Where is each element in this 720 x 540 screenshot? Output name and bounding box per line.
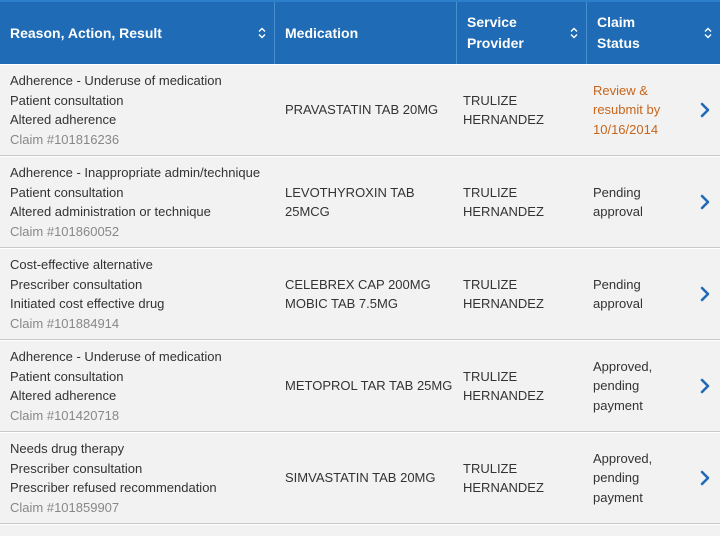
provider-name-line: HERNANDEZ <box>463 388 544 403</box>
provider-cell: TRULIZE HERNANDEZ <box>457 341 587 431</box>
provider-name-line: HERNANDEZ <box>463 204 544 219</box>
provider-name-line: HERNANDEZ <box>463 296 544 311</box>
table-header: Reason, Action, Result Medication Servic… <box>0 0 720 64</box>
action-text: Patient consultation <box>10 184 124 200</box>
table-row[interactable]: Adherence - Underuse of medication Patie… <box>0 340 720 432</box>
medication-name: MOBIC TAB 7.5MG <box>285 296 398 311</box>
table-body: Adherence - Underuse of medication Patie… <box>0 64 720 524</box>
provider-cell: TRULIZE HERNANDEZ <box>457 433 587 523</box>
reason-cell: Adherence - Inappropriate admin/techniqu… <box>0 157 275 247</box>
sort-icon[interactable] <box>570 27 578 39</box>
status-text-line: Approved, <box>593 358 653 374</box>
claim-number: Claim #101816236 <box>10 131 120 147</box>
status-cell: Pending approval <box>587 249 720 339</box>
provider-name-line: TRULIZE <box>463 184 518 200</box>
column-header-label-line: Claim <box>597 14 636 30</box>
reason-text: Adherence - Underuse of medication <box>10 349 222 364</box>
column-header-label: Medication <box>285 24 359 41</box>
status-cell: Pending approval <box>587 157 720 247</box>
provider-cell: TRULIZE HERNANDEZ <box>457 157 587 247</box>
medication-cell: SIMVASTATIN TAB 20MG <box>275 433 457 523</box>
action-text: Prescriber consultation <box>10 460 143 476</box>
action-text: Patient consultation <box>10 368 124 384</box>
sort-icon[interactable] <box>704 27 712 39</box>
medication-cell: CELEBREX CAP 200MG MOBIC TAB 7.5MG <box>275 249 457 339</box>
claim-number: Claim #101860052 <box>10 223 120 239</box>
medication-cell: METOPROL TAR TAB 25MG <box>275 341 457 431</box>
column-header-claim-status[interactable]: Claim Status <box>587 2 720 64</box>
status-text-line: Pending <box>593 276 641 292</box>
chevron-right-icon[interactable] <box>700 470 710 486</box>
medication-name: LEVOTHYROXIN TAB 25MCG <box>285 184 415 220</box>
table-row[interactable]: Adherence - Underuse of medication Patie… <box>0 64 720 156</box>
status-text-line: Review & <box>593 82 648 98</box>
sort-icon[interactable] <box>258 27 266 39</box>
claim-number: Claim #101420718 <box>10 407 120 423</box>
medication-name: PRAVASTATIN TAB 20MG <box>285 102 439 118</box>
claim-number: Claim #101859907 <box>10 499 120 515</box>
provider-name-line: TRULIZE <box>463 460 518 476</box>
provider-name-line: HERNANDEZ <box>463 112 544 127</box>
column-header-label: Service Provider <box>467 12 524 54</box>
column-header-medication[interactable]: Medication <box>275 2 457 64</box>
provider-name-line: HERNANDEZ <box>463 480 544 495</box>
provider-cell: TRULIZE HERNANDEZ <box>457 249 587 339</box>
reason-text: Adherence - Underuse of medication <box>10 73 222 88</box>
column-header-label: Claim Status <box>597 12 640 54</box>
column-header-label-line: Provider <box>467 35 524 51</box>
reason-cell: Adherence - Underuse of medication Patie… <box>0 65 275 155</box>
chevron-right-icon[interactable] <box>700 286 710 302</box>
status-cell: Approved, pending payment <box>587 341 720 431</box>
table-row-partial <box>0 524 720 536</box>
medication-name: METOPROL TAR TAB 25MG <box>285 378 453 394</box>
action-text: Patient consultation <box>10 92 124 108</box>
status-text-line: payment <box>593 489 643 505</box>
provider-name-line: TRULIZE <box>463 276 518 292</box>
reason-text: Adherence - Inappropriate admin/techniqu… <box>10 165 261 180</box>
column-header-label: Reason, Action, Result <box>10 24 162 41</box>
status-text-line: 10/16/2014 <box>593 121 659 137</box>
column-header-reason[interactable]: Reason, Action, Result <box>0 2 275 64</box>
status-text-line: Pending <box>593 184 641 200</box>
medication-name: SIMVASTATIN TAB 20MG <box>285 470 436 486</box>
claim-number: Claim #101884914 <box>10 315 120 331</box>
reason-cell: Cost-effective alternative Prescriber co… <box>0 249 275 339</box>
result-text: Initiated cost effective drug <box>10 296 165 311</box>
result-text: Altered adherence <box>10 112 117 127</box>
reason-cell: Needs drug therapy Prescriber consultati… <box>0 433 275 523</box>
provider-name-line: TRULIZE <box>463 368 518 384</box>
result-text: Altered adherence <box>10 388 117 403</box>
status-text-line: resubmit by <box>593 102 661 118</box>
status-text-line: payment <box>593 397 643 413</box>
medication-name: CELEBREX CAP 200MG <box>285 276 431 292</box>
table-row[interactable]: Needs drug therapy Prescriber consultati… <box>0 432 720 524</box>
status-text-line: approval <box>593 204 643 219</box>
table-row[interactable]: Adherence - Inappropriate admin/techniqu… <box>0 156 720 248</box>
status-text-line: pending <box>593 470 640 486</box>
result-text: Prescriber refused recommendation <box>10 480 217 495</box>
provider-name-line: TRULIZE <box>463 92 518 108</box>
column-header-service-provider[interactable]: Service Provider <box>457 2 587 64</box>
column-header-label-line: Status <box>597 35 640 51</box>
status-text-line: pending <box>593 378 640 394</box>
provider-cell: TRULIZE HERNANDEZ <box>457 65 587 155</box>
status-cell: Review & resubmit by 10/16/2014 <box>587 65 720 155</box>
table-row[interactable]: Cost-effective alternative Prescriber co… <box>0 248 720 340</box>
reason-cell: Adherence - Underuse of medication Patie… <box>0 341 275 431</box>
status-text-line: approval <box>593 296 643 311</box>
action-text: Prescriber consultation <box>10 276 143 292</box>
medication-cell: LEVOTHYROXIN TAB 25MCG <box>275 157 457 247</box>
medication-cell: PRAVASTATIN TAB 20MG <box>275 65 457 155</box>
chevron-right-icon[interactable] <box>700 378 710 394</box>
reason-text: Cost-effective alternative <box>10 257 153 272</box>
chevron-right-icon[interactable] <box>700 102 710 118</box>
reason-text: Needs drug therapy <box>10 441 125 456</box>
status-text-line: Approved, <box>593 450 653 466</box>
status-cell: Approved, pending payment <box>587 433 720 523</box>
chevron-right-icon[interactable] <box>700 194 710 210</box>
column-header-label-line: Service <box>467 14 517 30</box>
result-text: Altered administration or technique <box>10 204 211 219</box>
